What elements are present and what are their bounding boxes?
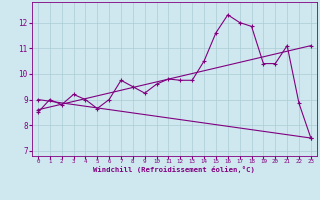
- X-axis label: Windchill (Refroidissement éolien,°C): Windchill (Refroidissement éolien,°C): [93, 166, 255, 173]
